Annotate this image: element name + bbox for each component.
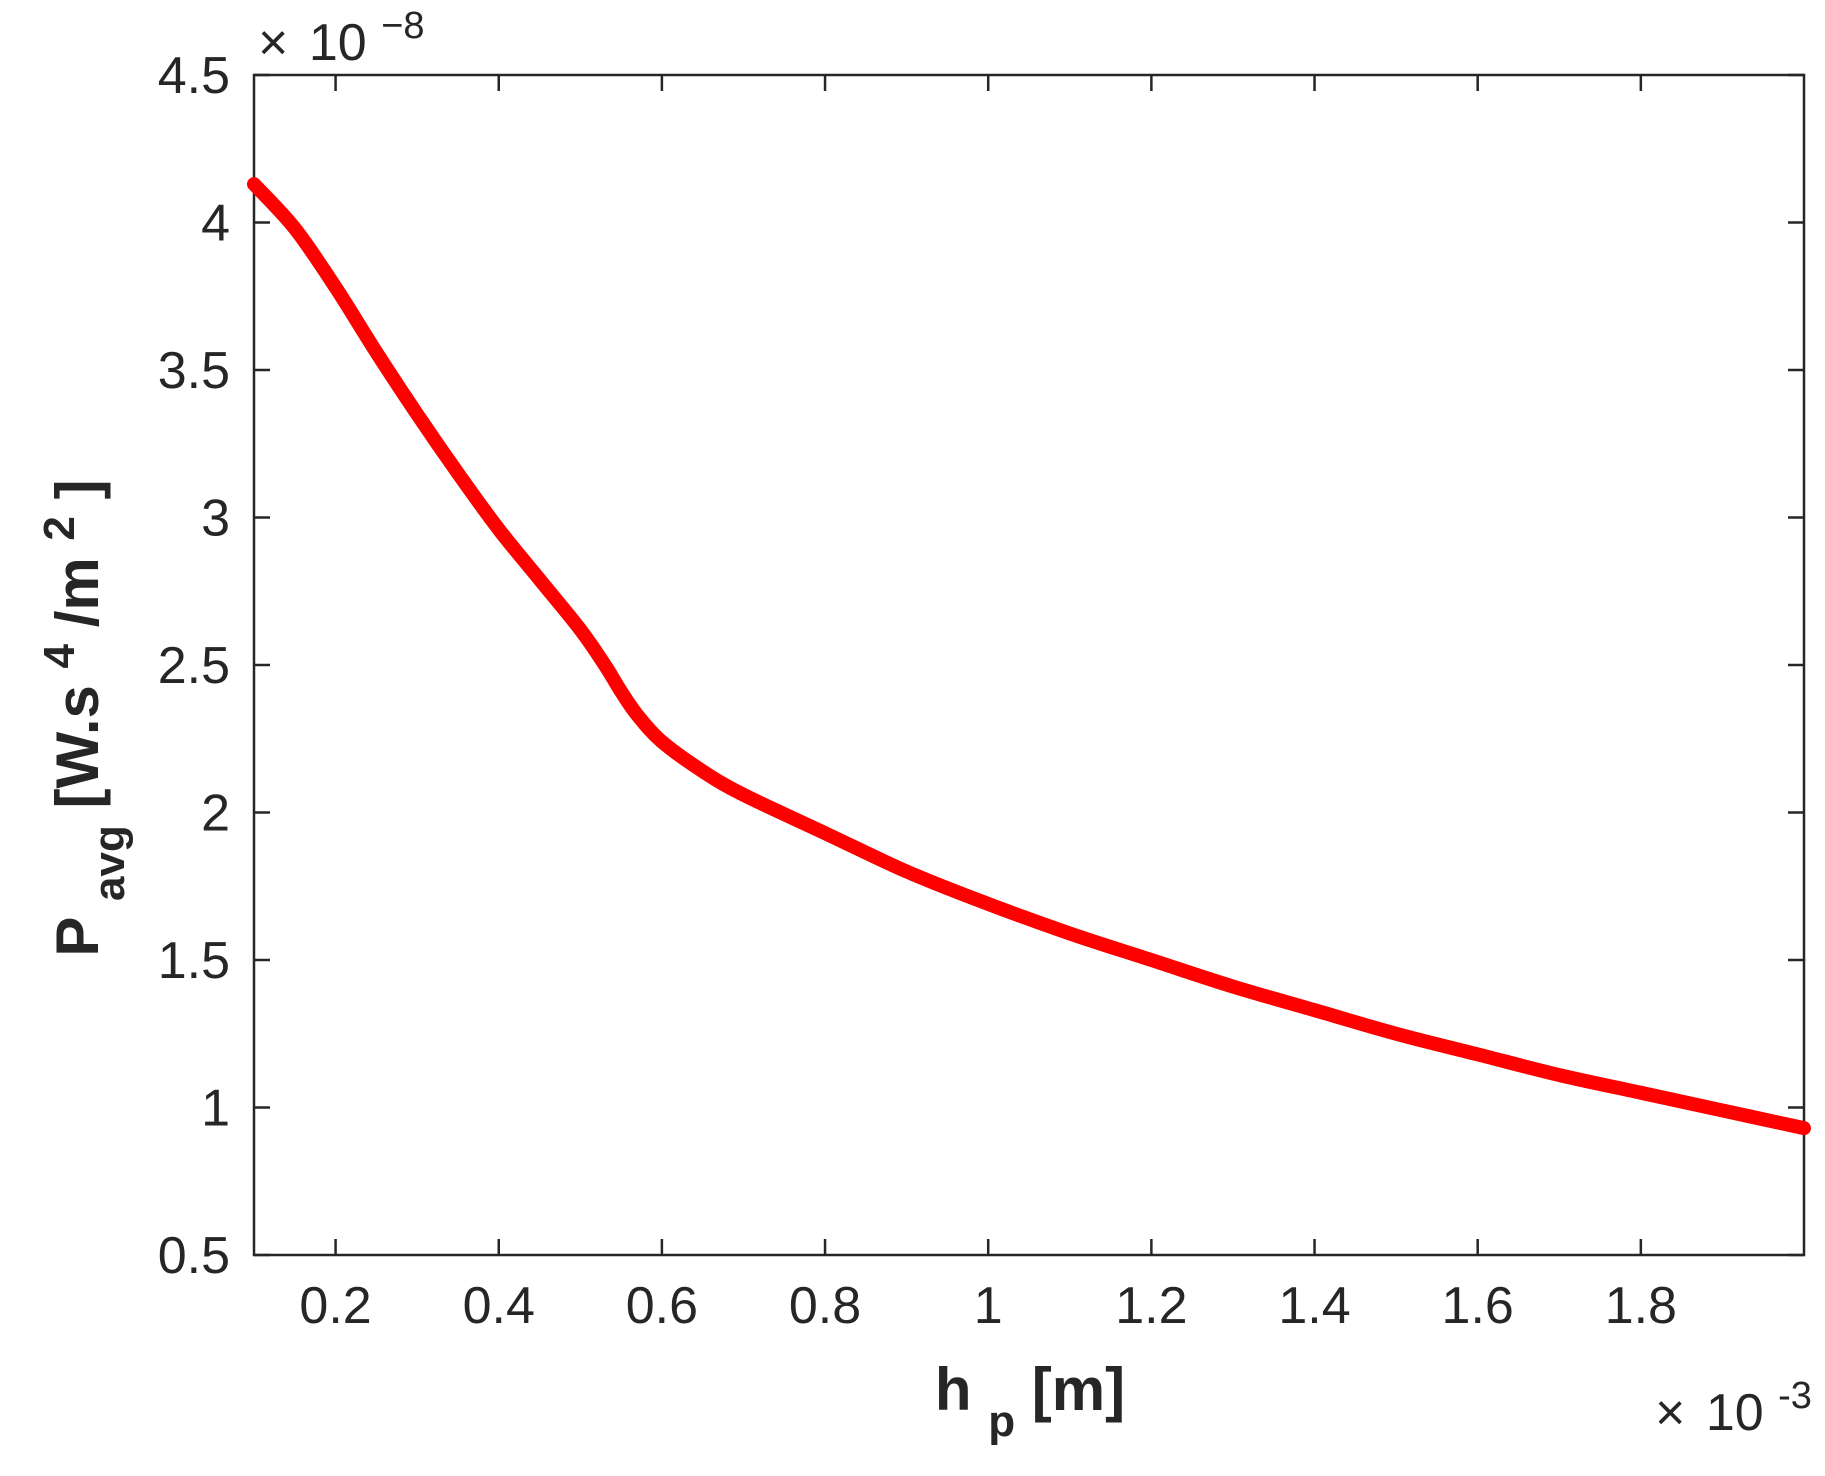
y-tick-label: 0.5 — [158, 1227, 230, 1285]
y-axis-label: P avg [W.s 4 /m 2 ] — [20, 479, 137, 956]
x-axis-label: h p [m] — [935, 1356, 1125, 1449]
x-label-sub: p — [988, 1397, 1015, 1446]
x-axis-multiplier: × 10 -3 — [1655, 1375, 1812, 1442]
x-multiplier-exp: -3 — [1778, 1375, 1812, 1417]
y-tick-label: 2.5 — [158, 637, 230, 695]
x-axis-ticks: 0.2 0.4 0.6 0.8 1 1.2 1.4 1.6 1.8 — [299, 75, 1677, 1335]
y-tick-label: 4.5 — [158, 47, 230, 105]
y-multiplier-times: × — [258, 14, 288, 72]
x-tick-label: 1.8 — [1605, 1277, 1677, 1335]
y-tick-label: 2 — [201, 785, 230, 843]
series-line — [247, 177, 1811, 1136]
y-label-main: P — [44, 918, 111, 957]
plot-area — [252, 73, 1806, 1257]
y-label-sub: avg — [85, 825, 134, 901]
y-axis-ticks: 0.5 1 1.5 2 2.5 3 3.5 4 4.5 — [158, 47, 1804, 1285]
y-label-unit-mid: /m — [44, 557, 111, 627]
x-label-unit: [m] — [1032, 1356, 1125, 1423]
y-multiplier-exp: −8 — [381, 5, 424, 47]
x-tick-label: 0.6 — [626, 1277, 698, 1335]
y-label-sup1: 4 — [35, 643, 84, 668]
y-tick-label: 4 — [201, 195, 230, 253]
y-tick-label: 1 — [201, 1080, 230, 1138]
y-tick-label: 3 — [201, 490, 230, 548]
x-tick-label: 1 — [974, 1277, 1003, 1335]
x-tick-label: 1.4 — [1278, 1277, 1350, 1335]
y-axis-multiplier: × 10 −8 — [258, 5, 424, 72]
y-multiplier-base: 10 — [309, 14, 367, 72]
x-tick-label: 0.2 — [299, 1277, 371, 1335]
x-tick-label: 0.4 — [463, 1277, 535, 1335]
x-tick-label: 1.2 — [1115, 1277, 1187, 1335]
y-label-unit-pre: [W.s — [44, 685, 111, 808]
x-tick-label: 1.6 — [1442, 1277, 1514, 1335]
x-label-main: h — [935, 1356, 972, 1423]
y-tick-label: 1.5 — [158, 932, 230, 990]
x-tick-label: 0.8 — [789, 1277, 861, 1335]
x-multiplier-times: × — [1655, 1384, 1685, 1442]
series-layer — [247, 177, 1811, 1136]
y-label-unit-post: ] — [44, 479, 111, 499]
y-label-sup2: 2 — [35, 516, 84, 540]
x-multiplier-base: 10 — [1706, 1384, 1764, 1442]
y-tick-label: 3.5 — [158, 342, 230, 400]
